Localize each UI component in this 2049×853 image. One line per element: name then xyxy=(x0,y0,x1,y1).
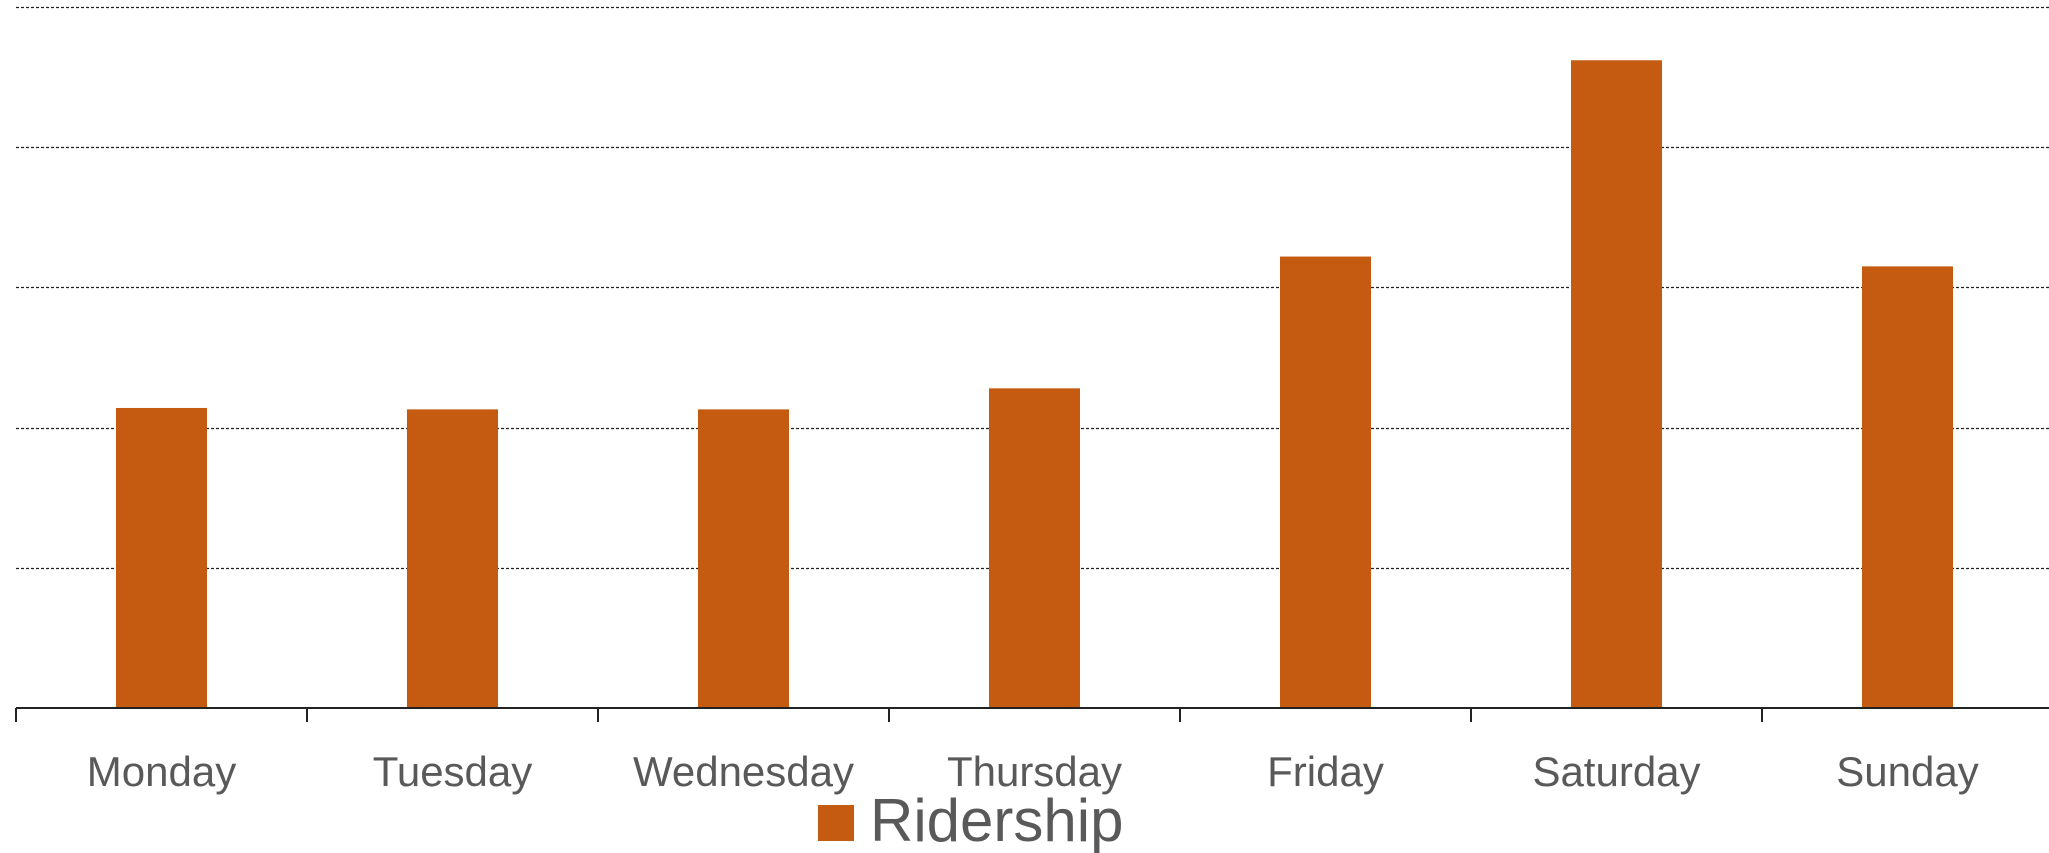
bar-friday xyxy=(1280,256,1371,708)
x-tick-labels: Monday Tuesday Wednesday Thursday Friday Satu… xyxy=(87,748,1979,795)
x-axis xyxy=(15,707,2049,722)
bar-monday xyxy=(116,407,207,708)
bar-tuesday xyxy=(407,409,498,708)
legend-label: Ridership xyxy=(870,787,1123,853)
bar-saturday xyxy=(1571,60,1662,708)
x-tick-label: Thursday xyxy=(947,748,1122,795)
x-tick-label: Tuesday xyxy=(373,748,533,795)
legend: Ridership xyxy=(818,787,1123,853)
x-tick-label: Sunday xyxy=(1836,748,1978,795)
bar-sunday xyxy=(1862,266,1953,708)
bars xyxy=(116,60,1953,708)
x-tick-label: Friday xyxy=(1267,748,1384,795)
x-tick-label: Saturday xyxy=(1532,748,1700,795)
legend-swatch xyxy=(818,805,854,841)
bar-wednesday xyxy=(698,409,789,708)
x-tick-label: Wednesday xyxy=(633,748,854,795)
x-tick-label: Monday xyxy=(87,748,236,795)
bar-thursday xyxy=(989,388,1080,708)
